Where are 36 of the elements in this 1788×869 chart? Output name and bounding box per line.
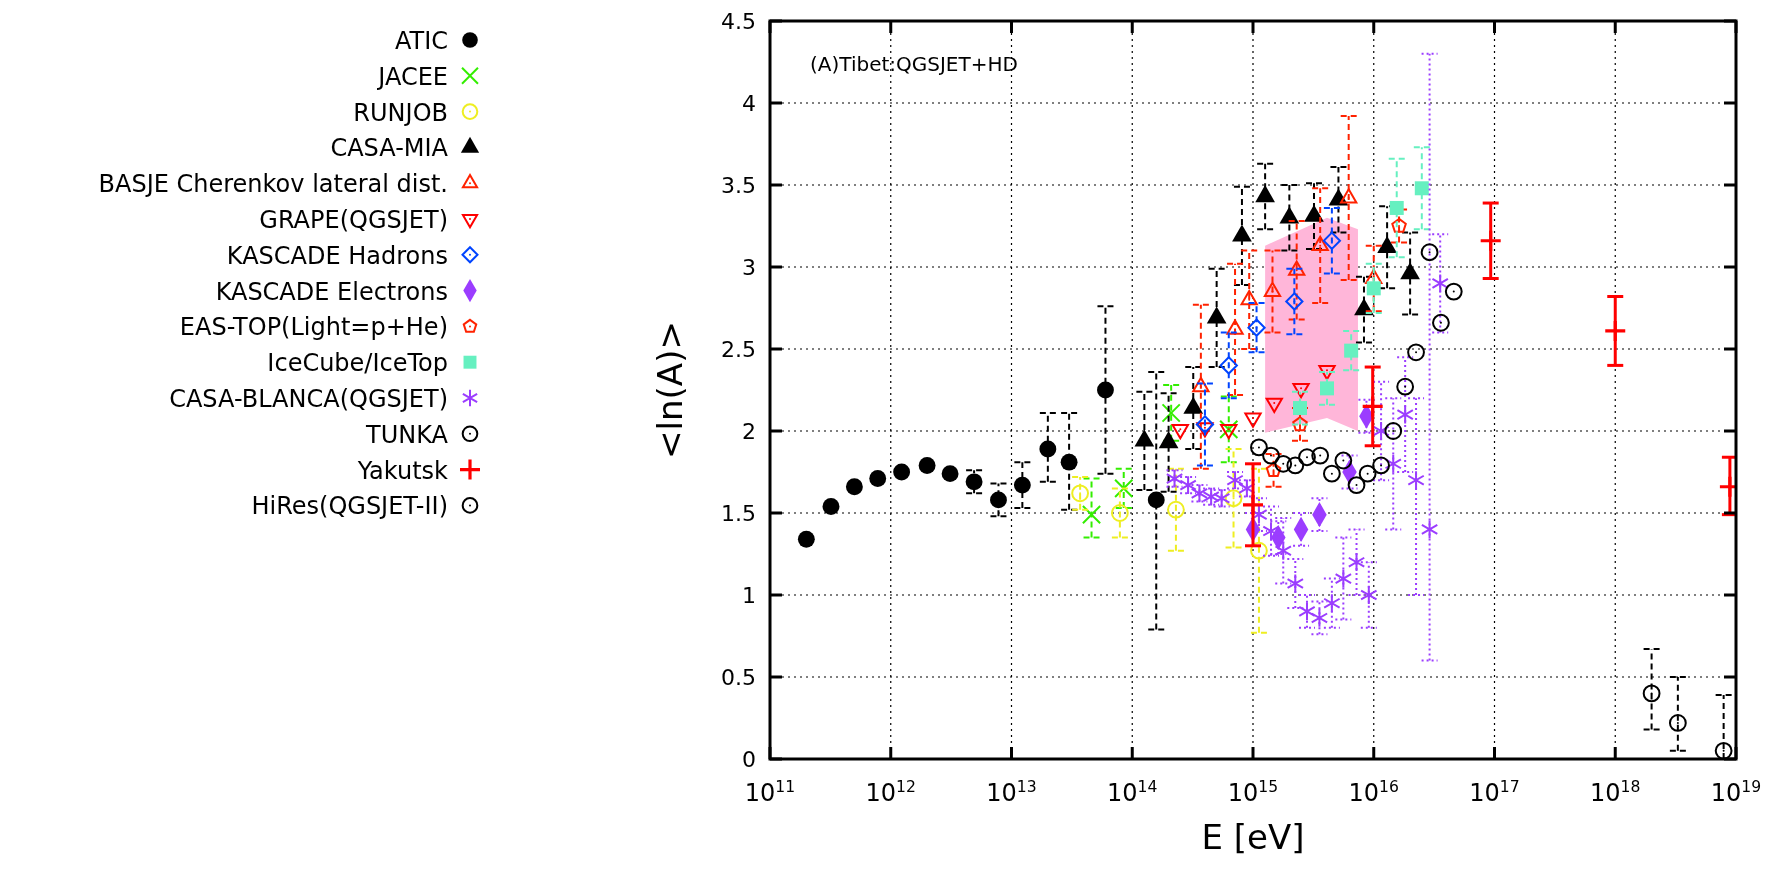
x-tick-label: 10$^{13}$ [986, 778, 1037, 807]
y-tick-label: 2.5 [721, 337, 756, 362]
legend-label: EAS-TOP(Light=p+He) [179, 313, 448, 342]
legend-label: KASCADE Electrons [215, 277, 448, 306]
legend-label: JACEE [376, 62, 448, 91]
x-axis-title: E [eV] [1201, 817, 1305, 857]
y-tick-label: 0.5 [721, 665, 756, 690]
x-tick-label: 10$^{14}$ [1107, 778, 1158, 807]
legend-label: RUNJOB [353, 98, 448, 127]
legend-label: IceCube/IceTop [267, 349, 448, 378]
y-tick-label: 4 [742, 91, 756, 116]
y-tick-label: 0 [742, 747, 756, 772]
x-tick-label: 10$^{16}$ [1348, 778, 1399, 807]
x-tick-label: 10$^{11}$ [744, 778, 796, 807]
legend-label: ATIC [394, 27, 448, 55]
legend-label: BASJE Cherenkov lateral dist. [98, 170, 448, 199]
x-tick-label: 10$^{19}$ [1710, 778, 1762, 807]
x-tick-label: 10$^{15}$ [1227, 778, 1279, 807]
y-tick-label: 3 [742, 255, 756, 280]
legend-label: Yakutsk [356, 456, 449, 485]
legend-label: CASA-BLANCA(QGSJET) [169, 385, 448, 413]
y-tick-label: 2 [742, 419, 756, 444]
y-tick-label: 1.5 [721, 501, 756, 526]
x-tick-label: 10$^{17}$ [1469, 778, 1520, 807]
y-tick-label: 1 [742, 583, 756, 608]
legend-label: GRAPE(QGSJET) [259, 206, 448, 234]
y-axis-title: <ln(A)> [650, 321, 690, 459]
x-tick-label: 10$^{18}$ [1590, 778, 1641, 807]
legend-label: HiRes(QGSJET-II) [251, 492, 448, 521]
x-tick-label: 10$^{12}$ [865, 778, 916, 807]
y-tick-label: 3.5 [721, 173, 756, 198]
legend-label: CASA-MIA [330, 134, 449, 163]
y-tick-label: 4.5 [721, 9, 756, 34]
annotation: (A)Tibet:QGSJET+HD [810, 52, 1018, 76]
legend-label: KASCADE Hadrons [226, 241, 448, 270]
legend-label: TUNKA [365, 420, 449, 449]
